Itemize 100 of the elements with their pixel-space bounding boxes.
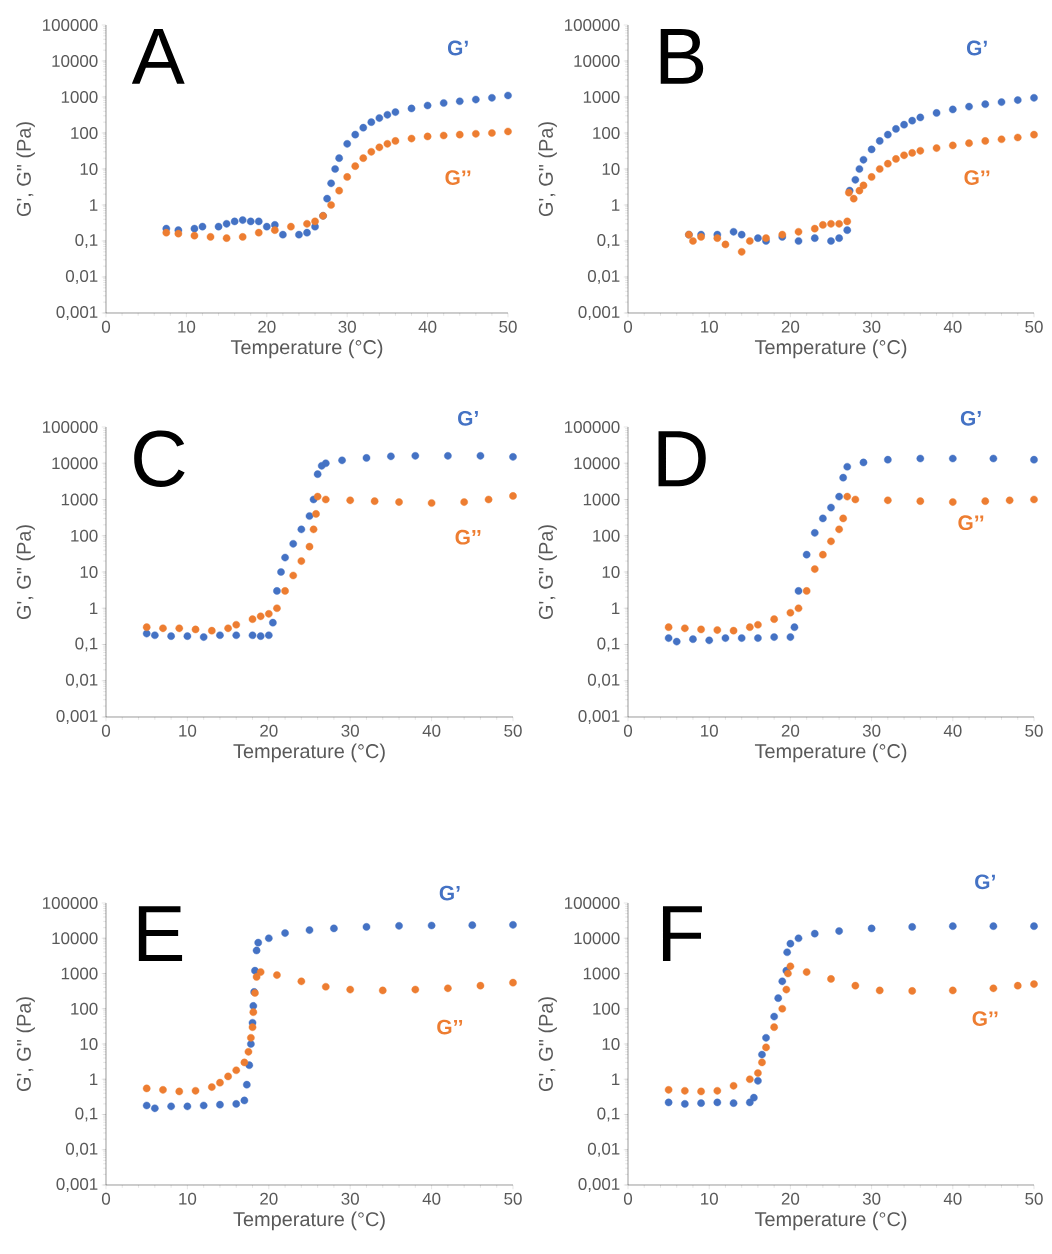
y-tick-label: 1000 [583,90,620,103]
y-tick-label: 0,1 [597,1107,620,1122]
y-tick-label: 100000 [565,420,620,433]
y-tick-label: 1000 [583,967,620,980]
x-tick-label: 0 [623,320,633,333]
y-tick-label: 100 [71,529,98,542]
x-tick-label: 50 [504,724,522,737]
y-tick-label: 0,001 [578,305,620,320]
y-tick-label: 0,1 [597,637,620,652]
y-tick-label: 1 [612,602,620,615]
series-label: G’ [439,885,460,901]
x-tick-label: 30 [338,320,356,333]
y-tick-label: 100000 [565,896,620,909]
x-axis-title: Temperature (°C) [754,1211,907,1231]
series-label: G’ [447,40,468,56]
series-label: G’ [960,410,981,426]
series-label: G’’ [964,170,990,186]
y-tick-label: 0,1 [75,637,98,652]
series-label: G’’ [958,515,984,531]
y-tick-label: 0,1 [75,1107,98,1122]
x-tick-label: 0 [623,724,633,737]
y-tick-label: 1 [90,199,98,211]
x-tick-label: 30 [862,1192,881,1205]
x-tick-label: 40 [418,320,437,333]
x-tick-label: 10 [179,724,197,737]
series-label: G’’ [972,1011,998,1027]
x-tick-label: 50 [499,320,517,333]
chart-title: F [662,906,702,962]
y-tick-label: 0,01 [587,1142,620,1157]
y-tick-label: 0,001 [56,305,98,320]
y-tick-label: 0,001 [578,1177,620,1192]
x-tick-label: 0 [101,1192,111,1205]
y-tick-label: 10 [602,565,620,578]
x-tick-label: 30 [341,724,359,737]
y-tick-label: 10 [602,162,620,175]
y-tick-label: 10000 [52,54,98,67]
x-tick-label: 10 [701,724,718,737]
x-axis-title: Temperature (°C) [754,743,907,763]
y-tick-label: 0,01 [587,269,620,284]
y-tick-label: 10 [80,565,98,578]
y-tick-label: 0,1 [597,233,620,248]
series-label: G’’ [455,529,481,545]
x-tick-label: 20 [260,1192,278,1205]
y-axis-title: G', G" (Pa) [538,997,557,1092]
y-tick-label: 1 [90,602,98,615]
x-tick-label: 20 [258,320,276,333]
y-tick-label: 10000 [574,54,620,67]
y-tick-label: 1000 [61,967,98,980]
chart-title: A [131,29,185,84]
y-tick-label: 10000 [574,457,620,470]
chart-title: B [660,29,704,84]
series-label: G’ [975,874,995,890]
y-tick-label: 0,001 [56,709,98,724]
y-tick-label: 1000 [61,90,98,103]
y-tick-label: 100 [593,1002,620,1015]
y-tick-label: 1 [612,1073,620,1086]
y-axis-title: G', G" (Pa) [538,525,557,620]
y-tick-label: 0,001 [578,709,620,724]
y-tick-label: 1000 [61,493,98,506]
y-tick-label: 100 [593,529,620,542]
x-tick-label: 10 [178,320,196,333]
x-tick-label: 50 [504,1192,522,1205]
x-tick-label: 40 [943,724,962,737]
y-tick-label: 100 [71,126,98,139]
series-label: G’’ [437,1019,463,1035]
y-tick-label: 10000 [574,932,620,945]
y-tick-label: 1000 [583,493,620,506]
y-tick-label: 0,001 [56,1177,98,1192]
y-tick-label: 0,01 [65,269,98,284]
y-tick-label: 0,01 [65,673,98,688]
x-tick-label: 10 [701,1192,718,1205]
x-tick-label: 0 [101,724,111,737]
x-tick-label: 10 [701,320,718,333]
chart-title: D [658,431,706,487]
y-tick-label: 0,01 [587,673,620,688]
y-tick-label: 100000 [43,18,98,31]
x-tick-label: 30 [862,320,881,333]
x-tick-label: 40 [943,1192,962,1205]
y-tick-label: 10 [80,1037,98,1050]
x-tick-label: 0 [623,1192,633,1205]
x-tick-label: 20 [781,724,800,737]
x-tick-label: 0 [101,320,111,333]
y-tick-label: 0,01 [65,1142,98,1157]
x-tick-label: 40 [422,724,441,737]
x-axis-title: Temperature (°C) [233,1211,385,1231]
x-tick-label: 20 [781,320,800,333]
text: G’ [966,40,987,56]
x-tick-label: 20 [781,1192,800,1205]
series-label: G’ [458,410,478,426]
y-tick-label: 100000 [43,896,98,909]
series-label: G’’ [445,170,471,186]
y-axis-title: G', G" (Pa) [16,122,35,217]
y-axis-title: G', G" (Pa) [538,122,557,217]
x-tick-label: 10 [179,1192,197,1205]
x-tick-label: 30 [862,724,881,737]
y-tick-label: 10000 [52,932,98,945]
x-tick-label: 20 [260,724,278,737]
x-tick-label: 50 [1025,320,1043,333]
y-tick-label: 100000 [43,420,98,433]
y-tick-label: 0,1 [75,233,98,248]
